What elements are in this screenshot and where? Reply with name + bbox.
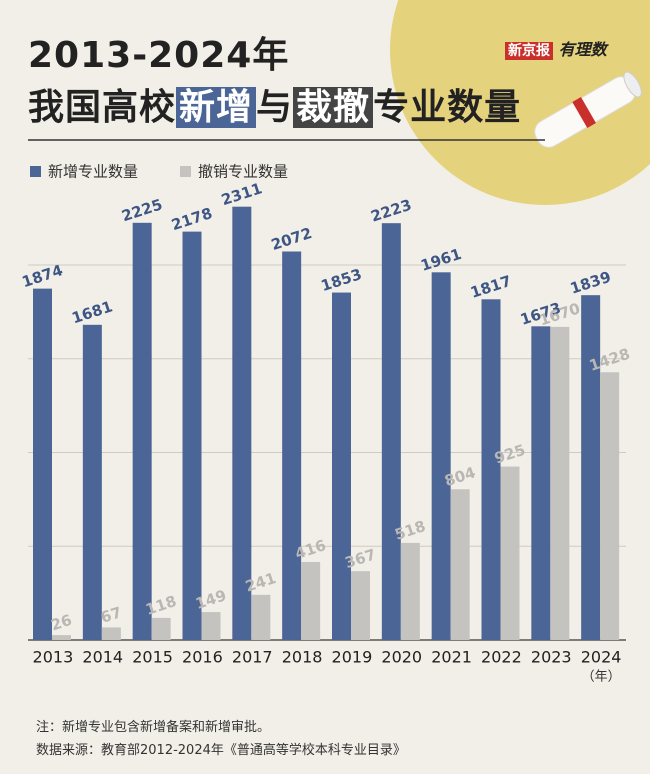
x-tick-label: 2013	[33, 648, 74, 667]
bar	[450, 489, 470, 640]
bar	[33, 288, 52, 640]
bar	[182, 231, 202, 640]
bar	[282, 251, 302, 640]
value-label: 2072	[269, 224, 314, 254]
bar	[332, 292, 351, 640]
bar	[52, 635, 71, 640]
bar	[132, 222, 152, 640]
x-tick-label: 2023	[531, 648, 572, 667]
title-line1: 2013-2024年	[28, 35, 290, 76]
x-tick-label: 2020	[381, 648, 422, 667]
bar	[82, 324, 102, 640]
scroll-icon	[534, 71, 642, 148]
bar	[550, 326, 570, 640]
x-tick-label: 2016	[182, 648, 223, 667]
bar	[201, 612, 221, 640]
legend-label: 撤销专业数量	[198, 163, 288, 181]
brand-name: 新京报	[505, 42, 553, 60]
title-line2: 我国高校新增与裁撤专业数量	[28, 78, 521, 130]
value-label: 2225	[119, 195, 164, 225]
value-label: 1874	[20, 261, 65, 291]
brand: 新京报 有理数	[505, 36, 607, 60]
bar	[581, 295, 601, 640]
bar	[251, 594, 271, 640]
bar	[600, 372, 620, 640]
value-label: 2178	[169, 204, 214, 234]
value-label: 2311	[219, 179, 264, 209]
legend-swatch	[30, 166, 41, 177]
legend-swatch	[180, 166, 191, 177]
brand-name: 有理数	[558, 40, 607, 59]
bar	[351, 571, 370, 640]
bar	[481, 299, 501, 640]
bar	[301, 562, 321, 640]
bar	[151, 617, 171, 640]
bar	[381, 223, 401, 640]
x-tick-label: 2017	[232, 648, 273, 667]
bar	[500, 466, 520, 640]
bar	[101, 627, 121, 640]
value-label: 1853	[319, 265, 364, 295]
x-tick-label: 2014	[82, 648, 123, 667]
note: 数据来源：教育部2012-2024年《普通高等学校本科专业目录》	[36, 743, 406, 758]
value-label: 1817	[468, 272, 513, 302]
value-label: 26	[49, 611, 74, 635]
value-label: 2223	[369, 196, 414, 226]
title-highlight: 新增	[176, 87, 257, 128]
note: 注：新增专业包含新增备案和新增审批。	[36, 720, 271, 735]
x-tick-label: 2024	[581, 648, 622, 667]
x-tick-label: 2022	[481, 648, 522, 667]
title-part: 专业数量	[373, 87, 522, 128]
decor-circle	[390, 0, 650, 205]
title-part: 我国高校	[28, 87, 177, 128]
x-tick-label: 2018	[282, 648, 323, 667]
x-tick-label: 2021	[431, 648, 472, 667]
value-label: 1681	[70, 297, 115, 327]
value-label: 1961	[418, 245, 463, 275]
bar	[431, 272, 451, 640]
value-label: 1839	[568, 268, 613, 298]
value-label: 67	[98, 603, 123, 627]
title-part: 与	[256, 87, 294, 128]
bar	[232, 206, 252, 640]
bar	[400, 542, 420, 640]
x-unit: （年）	[582, 670, 621, 685]
bar	[531, 326, 551, 640]
title-highlight: 裁撤	[293, 87, 374, 128]
legend-label: 新增专业数量	[48, 163, 138, 181]
x-tick-label: 2015	[132, 648, 173, 667]
x-tick-label: 2019	[332, 648, 373, 667]
